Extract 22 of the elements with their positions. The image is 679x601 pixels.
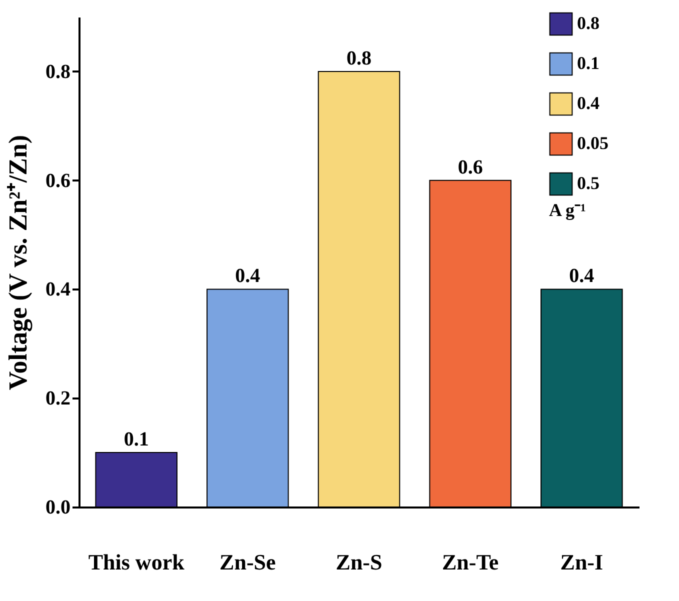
y-axis-title: Voltage (V vs. Zn²⁺/Zn) — [4, 134, 32, 390]
y-tick-label: 0.4 — [46, 278, 70, 301]
data-label: 0.4 — [235, 265, 260, 288]
legend-label: 0.8 — [577, 13, 600, 33]
data-label: 0.4 — [569, 265, 594, 288]
x-tick-label: This work — [88, 550, 186, 574]
x-tick-label: Zn-I — [560, 550, 604, 574]
data-label: 0.1 — [124, 428, 149, 451]
x-tick-label: Zn-Se — [220, 550, 276, 574]
data-label: 0.8 — [346, 47, 372, 70]
legend-label: 0.1 — [577, 53, 600, 73]
x-tick-label: Zn-Te — [442, 550, 499, 574]
data-label: 0.6 — [458, 156, 483, 178]
legend-label: 0.4 — [577, 93, 600, 113]
y-tick-label: 0.2 — [46, 388, 70, 410]
legend-title: A g⁻¹ — [549, 200, 586, 220]
legend-label: 0.05 — [577, 133, 608, 153]
x-tick-label: Zn-S — [336, 550, 382, 574]
legend-label: 0.5 — [577, 173, 600, 193]
y-tick-label: 0.6 — [46, 170, 70, 192]
y-tick-label: 0.0 — [46, 496, 70, 518]
y-tick-label: 0.8 — [46, 60, 70, 83]
